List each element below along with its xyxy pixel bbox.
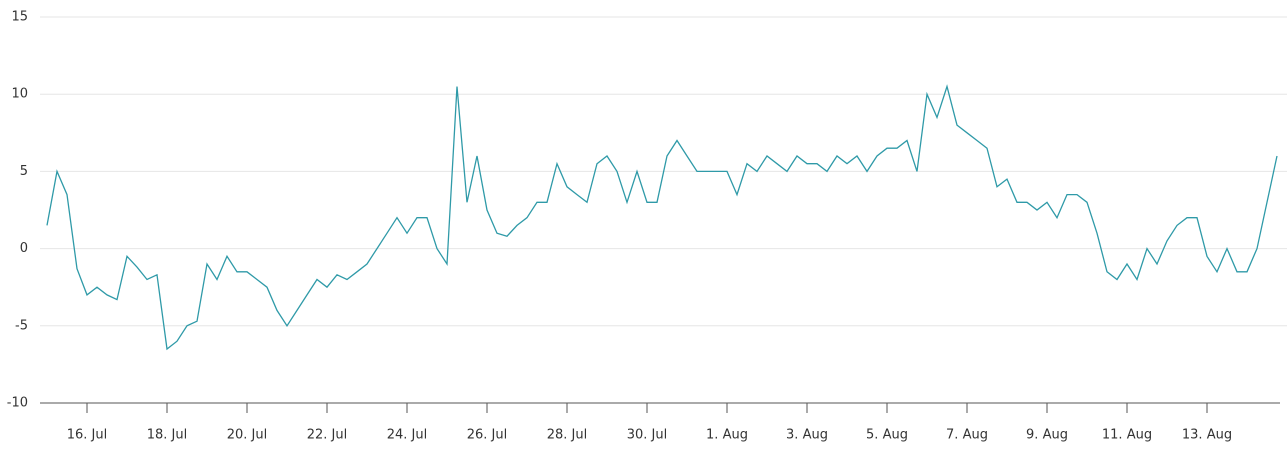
x-tick-label: 1. Aug (706, 428, 748, 443)
y-tick-label: -10 (7, 396, 28, 411)
x-tick-label: 20. Jul (227, 428, 268, 443)
x-tick-label: 7. Aug (946, 428, 988, 443)
x-tick-label: 18. Jul (147, 428, 188, 443)
x-tick-label: 26. Jul (467, 428, 508, 443)
x-tick-label: 9. Aug (1026, 428, 1068, 443)
x-tick-label: 11. Aug (1102, 428, 1152, 443)
x-tick-label: 13. Aug (1182, 428, 1232, 443)
x-tick-label: 30. Jul (627, 428, 668, 443)
x-tick-label: 5. Aug (866, 428, 908, 443)
y-tick-label: -5 (15, 318, 28, 333)
y-tick-label: 15 (11, 10, 28, 25)
x-tick-label: 24. Jul (387, 428, 428, 443)
y-tick-label: 0 (20, 241, 28, 256)
y-tick-label: 10 (11, 87, 28, 102)
line-series (46, 84, 1278, 351)
x-tick-label: 3. Aug (786, 428, 828, 443)
x-tick-label: 16. Jul (67, 428, 108, 443)
y-tick-label: 5 (20, 164, 28, 179)
x-tick-label: 22. Jul (307, 428, 348, 443)
x-tick-label: 28. Jul (547, 428, 588, 443)
